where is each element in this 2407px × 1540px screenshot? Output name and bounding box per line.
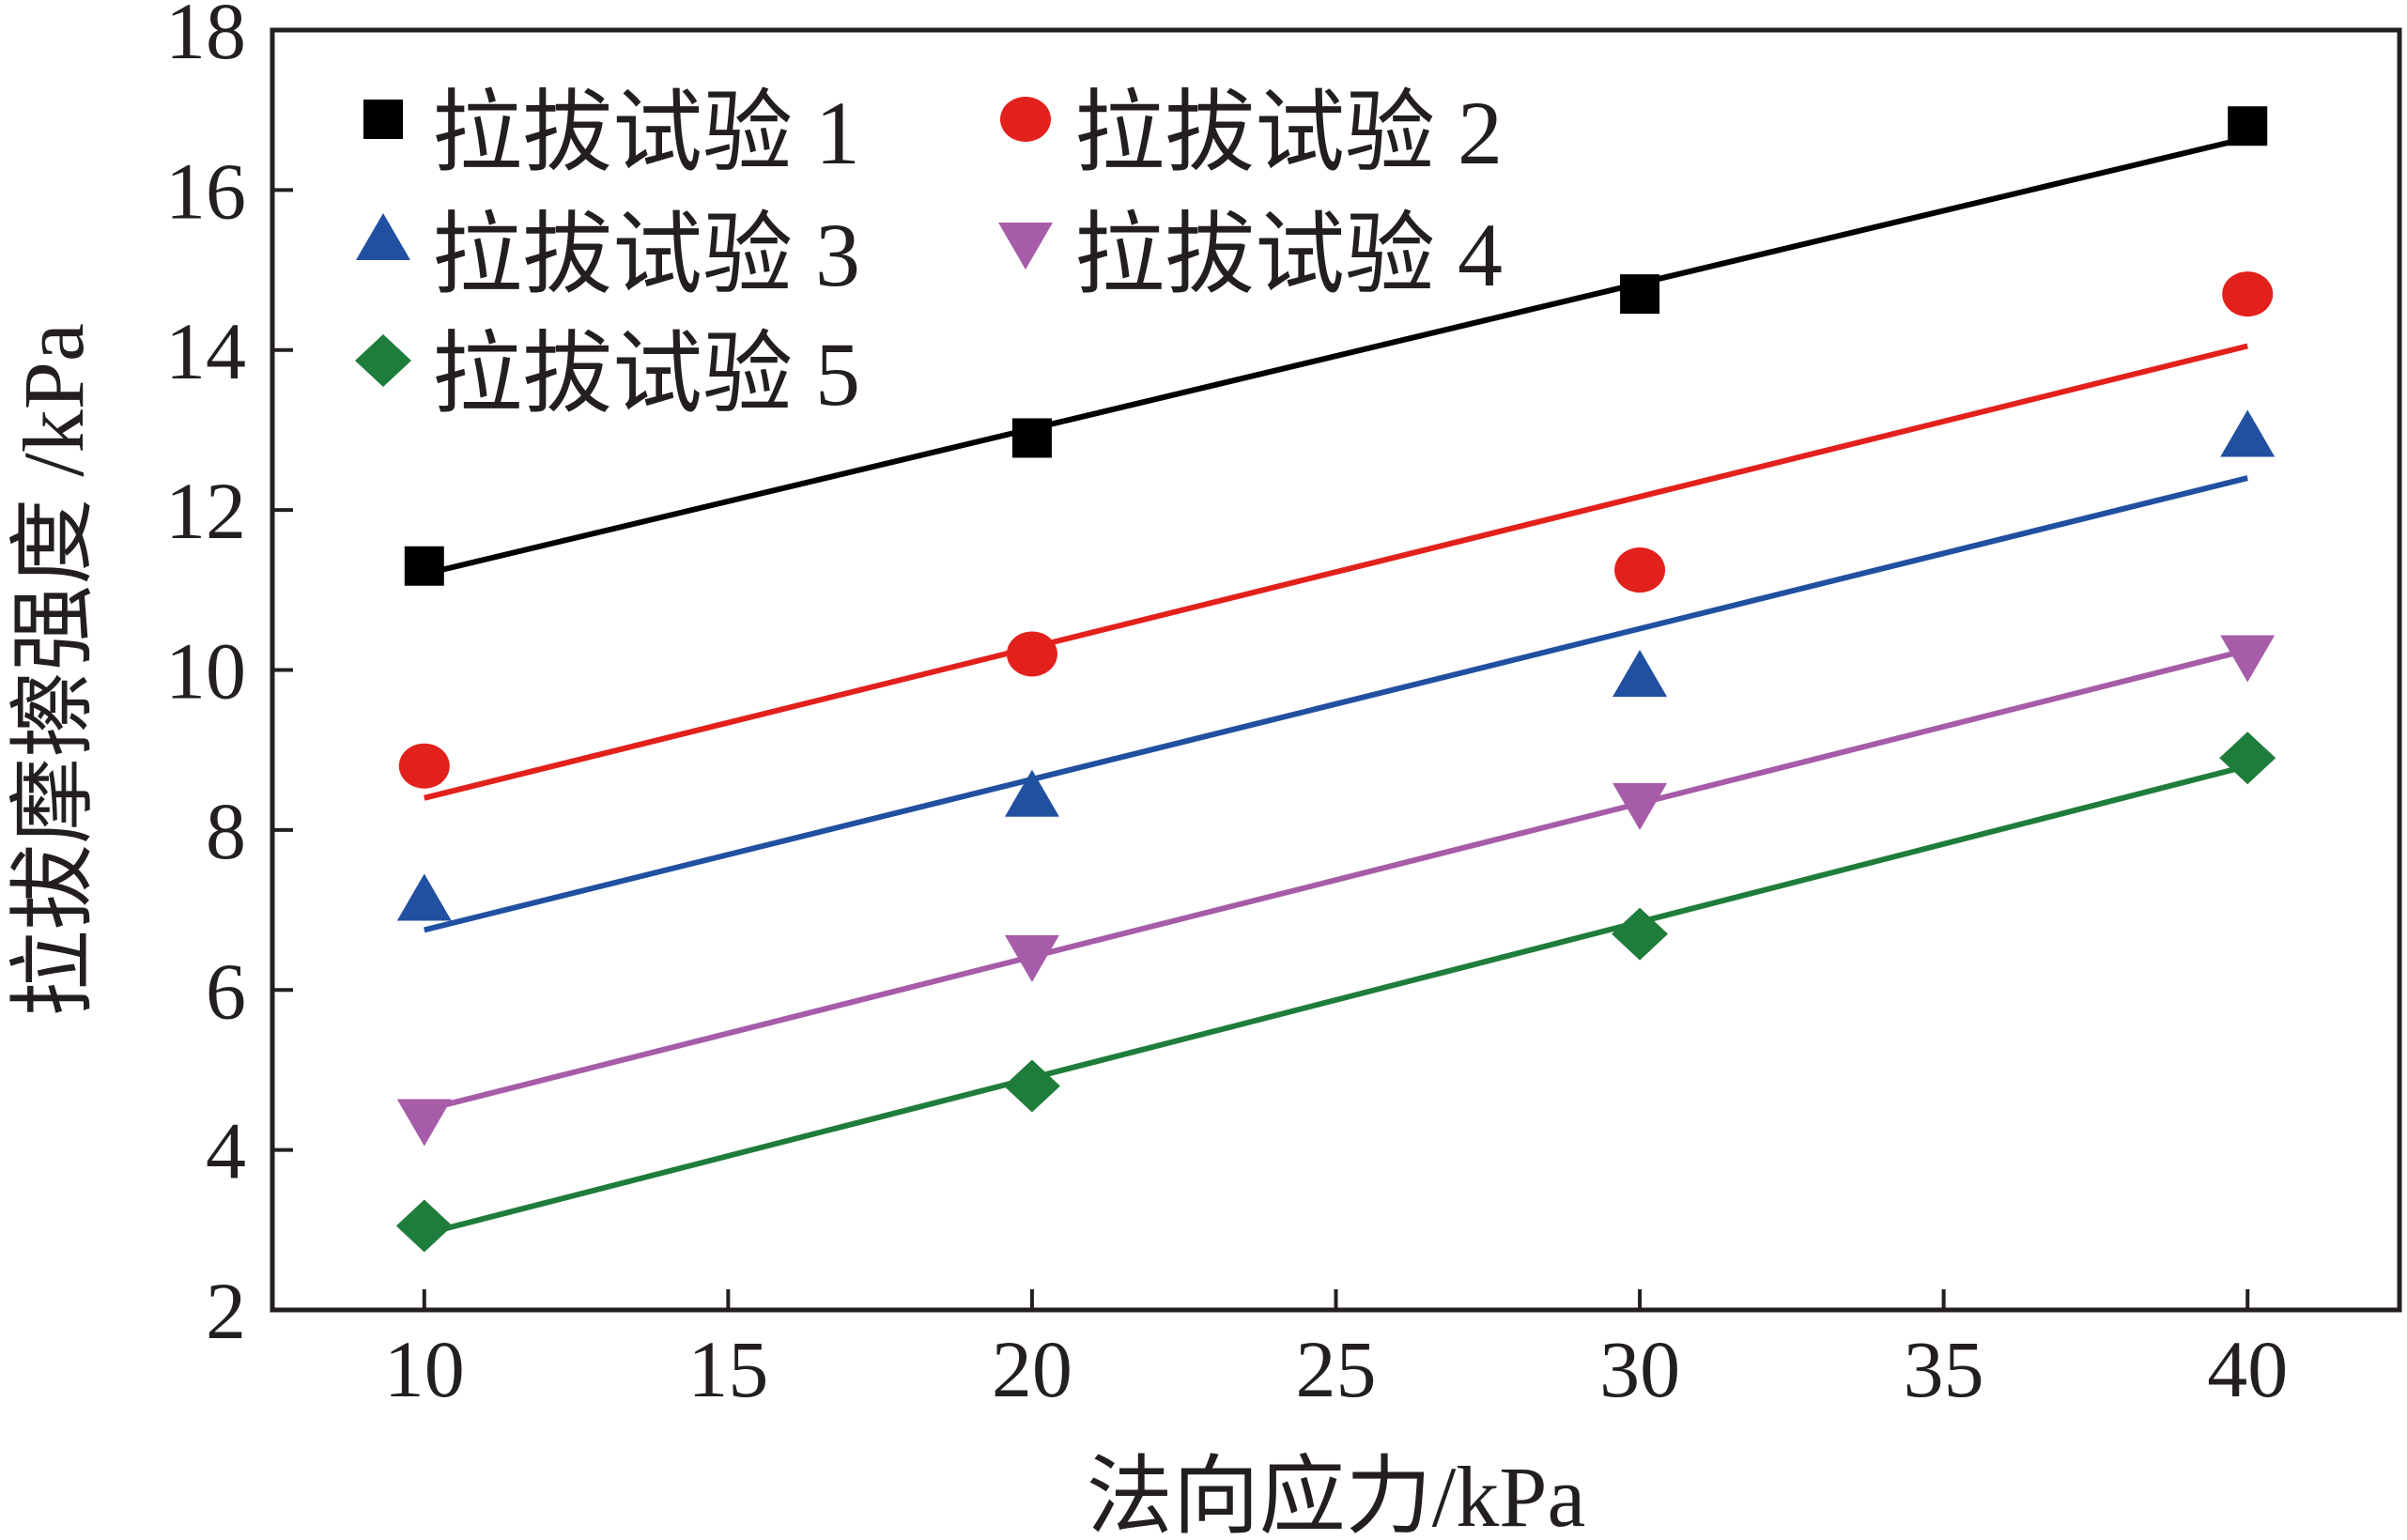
data-point-series-3 bbox=[396, 873, 452, 921]
x-tick-label: 15 bbox=[687, 1324, 768, 1414]
fit-lines bbox=[424, 135, 2248, 1237]
data-point-series-5 bbox=[1612, 907, 1669, 961]
data-point-series-3 bbox=[1612, 650, 1668, 698]
x-tick-label: 35 bbox=[1904, 1324, 1984, 1414]
legend-label-series-5: 拉拔试验 5 bbox=[432, 324, 860, 424]
fit-line-series-2 bbox=[424, 343, 2248, 801]
legend-label-series-3: 拉拔试验 3 bbox=[432, 205, 860, 305]
legend-marker-series-2 bbox=[1000, 97, 1051, 142]
data-point-series-3 bbox=[2220, 409, 2276, 457]
fit-line-series-5 bbox=[424, 762, 2248, 1237]
legend-marker-series-5 bbox=[355, 334, 411, 387]
data-point-series-3 bbox=[1004, 769, 1059, 817]
data-point-series-4 bbox=[2220, 635, 2276, 683]
data-point-series-5 bbox=[1003, 1059, 1060, 1113]
x-tick-label: 10 bbox=[384, 1324, 465, 1414]
y-tick-label: 18 bbox=[165, 0, 246, 76]
data-point-series-1 bbox=[1011, 418, 1052, 458]
legend-label-series-4: 拉拔试验 4 bbox=[1074, 205, 1503, 305]
y-tick-label: 10 bbox=[165, 626, 246, 716]
data-point-series-1 bbox=[404, 546, 444, 586]
x-tick-label: 40 bbox=[2207, 1324, 2288, 1414]
x-tick-label: 25 bbox=[1296, 1324, 1377, 1414]
data-point-series-5 bbox=[2219, 732, 2276, 785]
y-tick-label: 12 bbox=[165, 466, 246, 556]
legend-marker-series-4 bbox=[998, 223, 1053, 270]
y-tick-label: 2 bbox=[206, 1266, 246, 1356]
x-axis-title: 法向应力/kPa bbox=[1087, 1449, 1586, 1540]
data-point-series-4 bbox=[1612, 783, 1668, 831]
x-tick-label: 20 bbox=[992, 1324, 1072, 1414]
y-tick-label: 16 bbox=[165, 146, 246, 236]
data-point-series-2 bbox=[2222, 271, 2274, 317]
fit-line-series-4 bbox=[424, 647, 2248, 1113]
y-tick-label: 4 bbox=[206, 1106, 246, 1196]
legend: 拉拔试验 1 拉拔试验 2 拉拔试验 3 拉拔试验 4 拉拔试验 5 bbox=[355, 83, 1503, 424]
data-point-series-1 bbox=[1620, 274, 1660, 315]
legend-label-series-2: 拉拔试验 2 bbox=[1074, 83, 1503, 183]
data-point-series-4 bbox=[1004, 934, 1059, 982]
fit-line-series-3 bbox=[424, 475, 2248, 933]
legend-marker-series-1 bbox=[363, 100, 403, 139]
data-point-series-4 bbox=[396, 1099, 452, 1147]
legend-label-series-1: 拉拔试验 1 bbox=[432, 83, 860, 183]
x-tick-label: 30 bbox=[1599, 1324, 1680, 1414]
fit-line-series-1 bbox=[424, 135, 2248, 578]
data-point-series-5 bbox=[395, 1199, 453, 1253]
y-tick-label: 8 bbox=[206, 786, 246, 876]
data-point-series-2 bbox=[1614, 547, 1666, 593]
data-point-series-2 bbox=[1006, 631, 1057, 677]
legend-marker-series-3 bbox=[356, 213, 410, 260]
data-markers bbox=[395, 106, 2276, 1253]
y-tick-label: 14 bbox=[165, 306, 246, 396]
data-point-series-1 bbox=[2228, 106, 2268, 146]
y-axis-title: 拉拔摩擦强度 /kPa bbox=[6, 323, 101, 1017]
axis-ticks: 10 15 20 25 30 35 40 2 4 6 8 10 12 14 16 18 bbox=[165, 0, 2288, 1414]
data-point-series-2 bbox=[398, 743, 450, 789]
y-tick-label: 6 bbox=[206, 946, 246, 1036]
